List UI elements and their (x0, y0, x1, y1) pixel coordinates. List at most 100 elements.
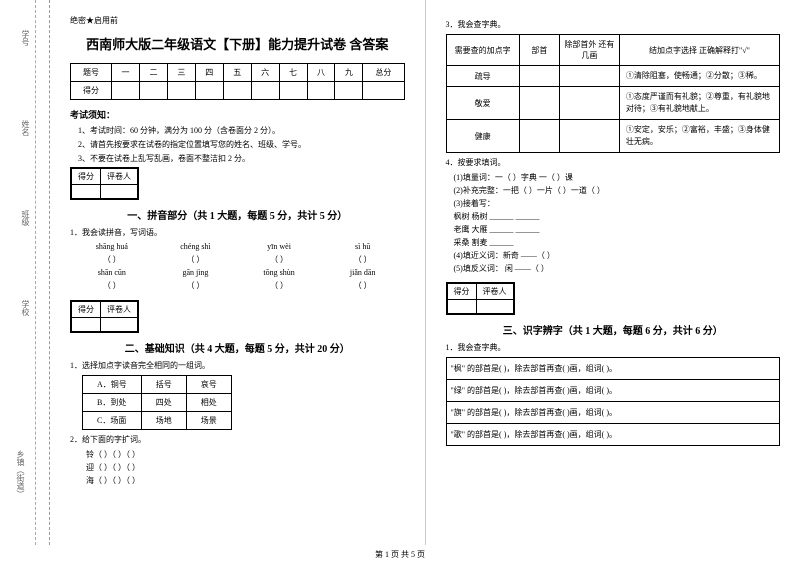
lm[interactable]: ①态度严谨而有礼貌；②尊重，有礼貌地对待；③有礼貌地献上。 (619, 87, 779, 120)
binding-label-town: 乡镇（街道） (15, 450, 26, 498)
lw: 疏导 (446, 66, 519, 87)
rr[interactable]: "绿" 的部首是( )，除去部首再查( )画，组词( )。 (446, 380, 780, 402)
bl[interactable]: （ ） (154, 254, 238, 265)
lm[interactable]: ①清除阻塞，使畅通；②分散；③稀。 (619, 66, 779, 87)
expand-2[interactable]: 迎（ ）（ ）（ ） (70, 462, 405, 473)
c: 哀号 (186, 376, 231, 394)
blank-row-2: （ ） （ ） （ ） （ ） (70, 280, 405, 291)
sb-c2: 评卷人 (101, 302, 138, 318)
py: shāng huá (70, 242, 154, 251)
th: 一 (112, 64, 140, 82)
sb-c1: 得分 (72, 169, 101, 185)
lh: 结加点字选择 正确解释打"√" (619, 35, 779, 66)
py: gān jìng (154, 268, 238, 277)
pinyin-row-2: shān cūn gān jìng tōng shùn jiǎn dān (70, 268, 405, 277)
binding-label-name: 姓名 (20, 120, 31, 136)
score-table: 题号 一 二 三 四 五 六 七 八 九 总分 得分 (70, 63, 405, 100)
th: 七 (279, 64, 307, 82)
py: shān cūn (70, 268, 154, 277)
blank-row-1: （ ） （ ） （ ） （ ） (70, 254, 405, 265)
th: 八 (307, 64, 335, 82)
th: 九 (335, 64, 363, 82)
sb-c2: 评卷人 (101, 169, 138, 185)
bl[interactable]: （ ） (321, 254, 405, 265)
lh: 需要查的加点字 (446, 35, 519, 66)
py: yīn wèi (237, 242, 321, 251)
c: 四处 (141, 394, 186, 412)
binding-label-school: 学校 (20, 300, 31, 316)
sb-c1: 得分 (447, 284, 476, 300)
binding-label-id: 学号 (20, 30, 31, 46)
lb[interactable] (519, 87, 559, 120)
lookup-table: 需要查的加点字 部首 除部首外 还有几画 结加点字选择 正确解释打"√" 疏导 … (446, 34, 781, 153)
bl[interactable]: （ ） (237, 280, 321, 291)
lm[interactable]: ①安定，安乐；②富裕，丰盛；③身体健壮无病。 (619, 120, 779, 153)
c[interactable]: B．到处 (83, 394, 142, 412)
th: 五 (223, 64, 251, 82)
right-column: 3．我会查字典。 需要查的加点字 部首 除部首外 还有几画 结加点字选择 正确解… (426, 0, 800, 545)
q3-1: 1．我会查字典。 (446, 342, 781, 353)
bl[interactable]: （ ） (237, 254, 321, 265)
py: sì hū (321, 242, 405, 251)
lb[interactable] (559, 87, 619, 120)
sb-c2: 评卷人 (476, 284, 513, 300)
fill-2[interactable]: (2)补充完整：一把（ ）一片（ ）一道（ ） (446, 185, 781, 196)
q2-4: 4．按要求填词。 (446, 157, 781, 168)
section-3-title: 三、识字辨字（共 1 大题，每题 6 分，共计 6 分） (446, 322, 781, 337)
q2-2: 2．给下面的字扩词。 (70, 434, 405, 445)
py: chéng shì (154, 242, 238, 251)
lh: 除部首外 还有几画 (559, 35, 619, 66)
c[interactable]: C．场面 (83, 412, 142, 430)
fill-1[interactable]: (1)填量词：一（ ）字典 一（ ）课 (446, 172, 781, 183)
score-box-3: 得分评卷人 (446, 282, 515, 315)
th: 六 (251, 64, 279, 82)
exam-info-title: 考试须知： (70, 108, 405, 121)
info-3: 3、不要在试卷上乱写乱画，卷面不整洁扣 2 分。 (70, 153, 405, 164)
fill-4[interactable]: (4)填近义词：新奇 ——（ ） (446, 250, 781, 261)
c: 场景 (186, 412, 231, 430)
bl[interactable]: （ ） (321, 280, 405, 291)
expand-1[interactable]: 铃（ ）（ ）（ ） (70, 449, 405, 460)
lb[interactable] (519, 120, 559, 153)
info-2: 2、请首先按要求在试卷的指定位置填写您的姓名、班级、学号。 (70, 139, 405, 150)
th: 二 (139, 64, 167, 82)
fill-3a[interactable]: 枫树 杨树 ______ ______ (446, 211, 781, 222)
th: 三 (167, 64, 195, 82)
lh: 部首 (519, 35, 559, 66)
info-1: 1、考试时间：60 分钟，满分为 100 分（含卷面分 2 分）。 (70, 125, 405, 136)
lb[interactable] (519, 66, 559, 87)
th: 四 (195, 64, 223, 82)
rr[interactable]: "歌" 的部首是( )，除去部首再查( )画，组词( )。 (446, 424, 780, 446)
th: 题号 (71, 64, 112, 82)
c[interactable]: A．铜号 (83, 376, 142, 394)
fill-3c[interactable]: 采桑 割麦 ______ (446, 237, 781, 248)
binding-margin: 学号 姓名 班级 学校 乡镇（街道） (0, 0, 50, 545)
fill-3: (3)接着写： (446, 198, 781, 209)
page-footer: 第 1 页 共 5 页 (0, 545, 800, 564)
bl[interactable]: （ ） (70, 254, 154, 265)
bl[interactable]: （ ） (70, 280, 154, 291)
rr[interactable]: "旗" 的部首是( )，除去部首再查( )画，组词( )。 (446, 402, 780, 424)
bl[interactable]: （ ） (154, 280, 238, 291)
c: 括号 (141, 376, 186, 394)
section-1-title: 一、拼音部分（共 1 大题，每题 5 分，共计 5 分） (70, 207, 405, 222)
score-box-2: 得分评卷人 (70, 300, 139, 333)
q2-3: 3．我会查字典。 (446, 19, 781, 30)
py: jiǎn dān (321, 268, 405, 277)
fill-5[interactable]: (5)填反义词： 闲 ——（ ） (446, 263, 781, 274)
fill-3b[interactable]: 老鹰 大雁 ______ ______ (446, 224, 781, 235)
expand-3[interactable]: 海（ ）（ ）（ ） (70, 475, 405, 486)
sb-c1: 得分 (72, 302, 101, 318)
score-box-1: 得分评卷人 (70, 167, 139, 200)
choice-table: A．铜号括号哀号 B．到处四处相处 C．场面场地场景 (82, 375, 232, 430)
py: tōng shùn (237, 268, 321, 277)
td: 得分 (71, 82, 112, 100)
lb[interactable] (559, 120, 619, 153)
secret-label: 绝密★启用前 (70, 15, 405, 26)
lw: 健康 (446, 120, 519, 153)
radical-table: "枫" 的部首是( )，除去部首再查( )画，组词( )。 "绿" 的部首是( … (446, 357, 781, 446)
rr[interactable]: "枫" 的部首是( )，除去部首再查( )画，组词( )。 (446, 358, 780, 380)
th: 总分 (363, 64, 404, 82)
lb[interactable] (559, 66, 619, 87)
q2-1: 1．选择加点字读音完全相同的一组词。 (70, 360, 405, 371)
